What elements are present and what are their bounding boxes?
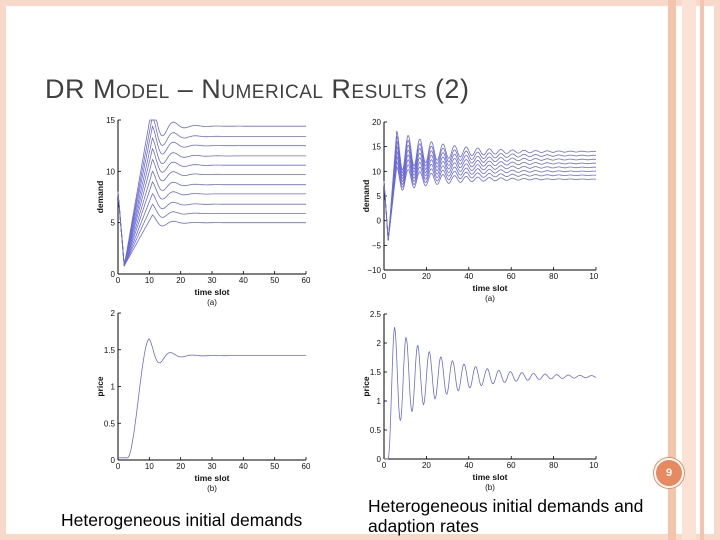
series-line (383, 149, 597, 241)
y-tick-label: 1 (377, 397, 382, 406)
y-tick-label: 10 (372, 167, 381, 176)
x-tick-label: 0 (116, 462, 121, 471)
y-tick-label: 2 (111, 309, 116, 318)
y-tick-label: 0.5 (370, 426, 382, 435)
chart-b-svg: 0 10 20 30 40 50 60 0 0.5 1 1.5 2 time slot price (b) (95, 309, 311, 493)
chart-sublabel: (b) (485, 483, 495, 492)
chart-panel-b: 0 10 20 30 40 50 60 0 0.5 1 1.5 2 time slot price (b) (94, 305, 316, 497)
x-tick-label: 50 (270, 462, 279, 471)
x-tick-label: 30 (208, 462, 217, 471)
x-tick-label: 60 (507, 461, 516, 470)
series-line (117, 119, 306, 266)
x-tick-label: 20 (422, 461, 431, 470)
y-tick-label: 10 (106, 167, 115, 176)
series-line (384, 327, 597, 460)
x-axis-label: time slot (473, 472, 508, 482)
x-tick-label: 10 (145, 462, 154, 471)
y-tick-label: 0 (111, 270, 116, 279)
slide-title: DR Model – Numerical Results (2) (45, 74, 470, 104)
y-tick-label: −5 (372, 241, 382, 250)
caption-demands-and-rates: Heterogeneous initial demands and adapti… (368, 496, 644, 536)
x-tick-label: 80 (549, 272, 558, 281)
series-line (117, 158, 306, 266)
x-tick-label: 80 (549, 461, 558, 470)
series-line (383, 165, 597, 241)
x-tick-label: 40 (239, 276, 248, 285)
series-line (383, 130, 597, 241)
y-axis-label: demand (361, 180, 371, 213)
y-tick-label: 15 (106, 116, 115, 125)
chart-sublabel: (b) (207, 484, 217, 493)
x-axis-label: time slot (195, 473, 230, 483)
x-tick-label: 0 (382, 461, 387, 470)
series-line (117, 181, 306, 266)
x-tick-label: 0 (382, 272, 387, 281)
x-tick-label: 60 (302, 462, 311, 471)
y-tick-label: 0 (111, 456, 116, 465)
chart-panel-d: 0 20 40 60 80 100 0 0.5 1 1.5 2 2.5 time slot price (b… (360, 306, 598, 498)
chart-panel-c: 0 20 40 60 80 100 −10 −5 0 5 10 15 20 time slot demand… (360, 114, 598, 308)
chart-d-svg: 0 20 40 60 80 100 0 0.5 1 1.5 2 2.5 time slot price (b… (361, 310, 598, 492)
series-line (383, 144, 597, 241)
series-line (117, 119, 306, 266)
y-axis-label: price (95, 376, 105, 397)
y-tick-label: 1 (111, 383, 116, 392)
series-line (117, 125, 306, 266)
y-tick-label: 0 (377, 455, 382, 464)
series-line (117, 170, 306, 266)
y-axis-label: demand (95, 181, 105, 214)
caption-heterogeneous-demands: Heterogeneous initial demands (61, 510, 303, 530)
y-axis-label: price (361, 376, 371, 397)
x-tick-label: 40 (464, 461, 473, 470)
x-axis-label: time slot (473, 283, 508, 293)
y-tick-label: 2.5 (370, 310, 382, 319)
decorative-side-bar (668, 0, 676, 540)
chart-sublabel: (a) (485, 294, 495, 303)
decorative-side-bar (682, 0, 696, 540)
series-line (383, 140, 597, 241)
y-tick-label: 5 (111, 219, 116, 228)
x-tick-label: 30 (208, 276, 217, 285)
chart-a-svg: 0 10 20 30 40 50 60 0 5 10 15 time slot demand (a) (95, 116, 311, 307)
y-tick-label: 0 (377, 217, 382, 226)
x-axis-label: time slot (195, 287, 230, 297)
x-tick-label: 40 (239, 462, 248, 471)
y-tick-label: 1.5 (370, 368, 382, 377)
y-tick-label: −10 (367, 266, 381, 275)
page-number-badge: 9 (654, 458, 684, 488)
y-tick-label: 20 (372, 118, 381, 127)
x-tick-label: 100 (589, 272, 598, 281)
y-tick-label: 15 (372, 143, 381, 152)
y-tick-label: 5 (377, 192, 382, 201)
y-tick-label: 2 (377, 339, 382, 348)
x-tick-label: 10 (145, 276, 154, 285)
chart-c-svg: 0 20 40 60 80 100 −10 −5 0 5 10 15 20 time slot demand… (361, 118, 598, 303)
x-tick-label: 40 (464, 272, 473, 281)
series-line (118, 338, 306, 459)
x-tick-label: 20 (422, 272, 431, 281)
x-tick-label: 20 (176, 462, 185, 471)
series-line (383, 160, 596, 241)
series-line (117, 191, 306, 266)
y-tick-label: 1.5 (104, 346, 116, 355)
decorative-side-bar (700, 0, 704, 540)
chart-sublabel: (a) (207, 298, 217, 307)
x-tick-label: 100 (589, 461, 598, 470)
series-line (117, 191, 306, 266)
x-tick-label: 20 (176, 276, 185, 285)
series-line (383, 135, 597, 241)
x-tick-label: 60 (507, 272, 516, 281)
series-line (117, 137, 306, 266)
series-line (117, 191, 306, 268)
series-line (383, 155, 597, 241)
chart-panel-a: 0 10 20 30 40 50 60 0 5 10 15 time slot demand (a) (94, 112, 316, 308)
x-tick-label: 50 (270, 276, 279, 285)
x-tick-label: 60 (302, 276, 311, 285)
series-line (117, 147, 306, 266)
y-tick-label: 0.5 (104, 419, 116, 428)
x-tick-label: 0 (116, 276, 121, 285)
